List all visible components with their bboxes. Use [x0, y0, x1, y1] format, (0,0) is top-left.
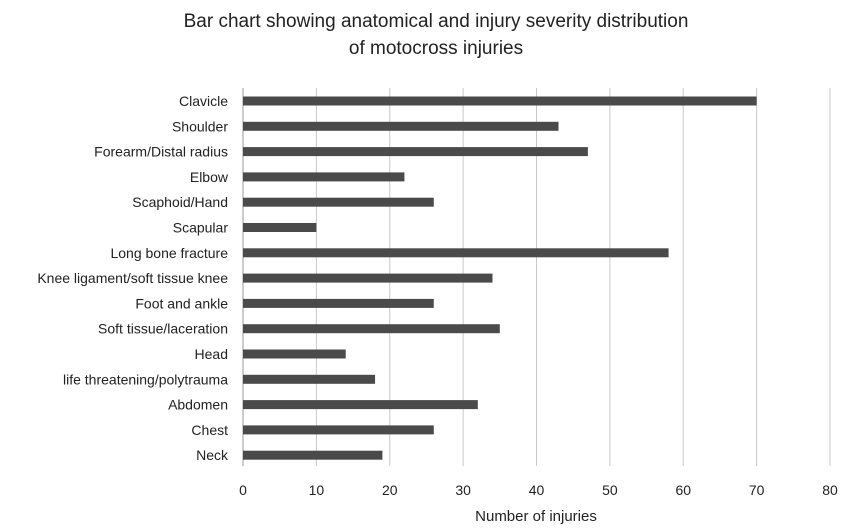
x-tick-label: 70 [749, 482, 765, 498]
category-label: Foot and ankle [135, 295, 228, 311]
chart-title-line-1: Bar chart showing anatomical and injury … [184, 11, 689, 32]
x-tick-label: 30 [455, 482, 471, 498]
bar [243, 324, 500, 334]
category-label: Shoulder [172, 118, 228, 134]
bar [243, 197, 434, 207]
x-axis-label: Number of injuries [475, 508, 597, 525]
category-label: Neck [196, 447, 229, 463]
x-tick-label: 40 [529, 482, 545, 498]
bar [243, 223, 317, 232]
category-label: Scapular [173, 220, 229, 236]
bar [243, 147, 588, 157]
bar [243, 425, 434, 435]
x-tick-label: 0 [239, 482, 247, 498]
bar [243, 374, 376, 384]
bar [243, 172, 405, 182]
bars-group [243, 96, 757, 460]
category-label: Long bone fracture [110, 245, 228, 261]
bar [243, 349, 346, 359]
category-label: Clavicle [179, 93, 228, 109]
category-labels: Clavicle Shoulder Forearm/Distal radius Elb… [37, 93, 229, 463]
category-label: Scaphoid/Hand [132, 194, 228, 210]
x-tick-labels: 0 10 20 30 40 50 60 70 80 [239, 482, 838, 498]
bar [243, 400, 478, 410]
category-label: Chest [191, 422, 228, 438]
category-label: Elbow [190, 169, 229, 185]
x-tick-label: 10 [309, 482, 325, 498]
category-label: Forearm/Distal radius [94, 144, 228, 160]
bar [243, 248, 669, 258]
category-label: Abdomen [168, 397, 228, 413]
category-label: life threatening/polytrauma [63, 371, 228, 387]
bar [243, 121, 559, 131]
x-tick-label: 20 [382, 482, 398, 498]
category-label: Soft tissue/laceration [98, 321, 228, 337]
x-tick-label: 50 [602, 482, 618, 498]
category-label: Head [195, 346, 228, 362]
bar [243, 450, 383, 460]
chart-title-line-2: of motocross injuries [349, 38, 523, 59]
category-label: Knee ligament/soft tissue knee [37, 270, 228, 286]
x-tick-label: 80 [822, 482, 838, 498]
bar [243, 273, 493, 283]
bar [243, 298, 434, 308]
bar [243, 96, 757, 106]
x-tick-label: 60 [675, 482, 691, 498]
